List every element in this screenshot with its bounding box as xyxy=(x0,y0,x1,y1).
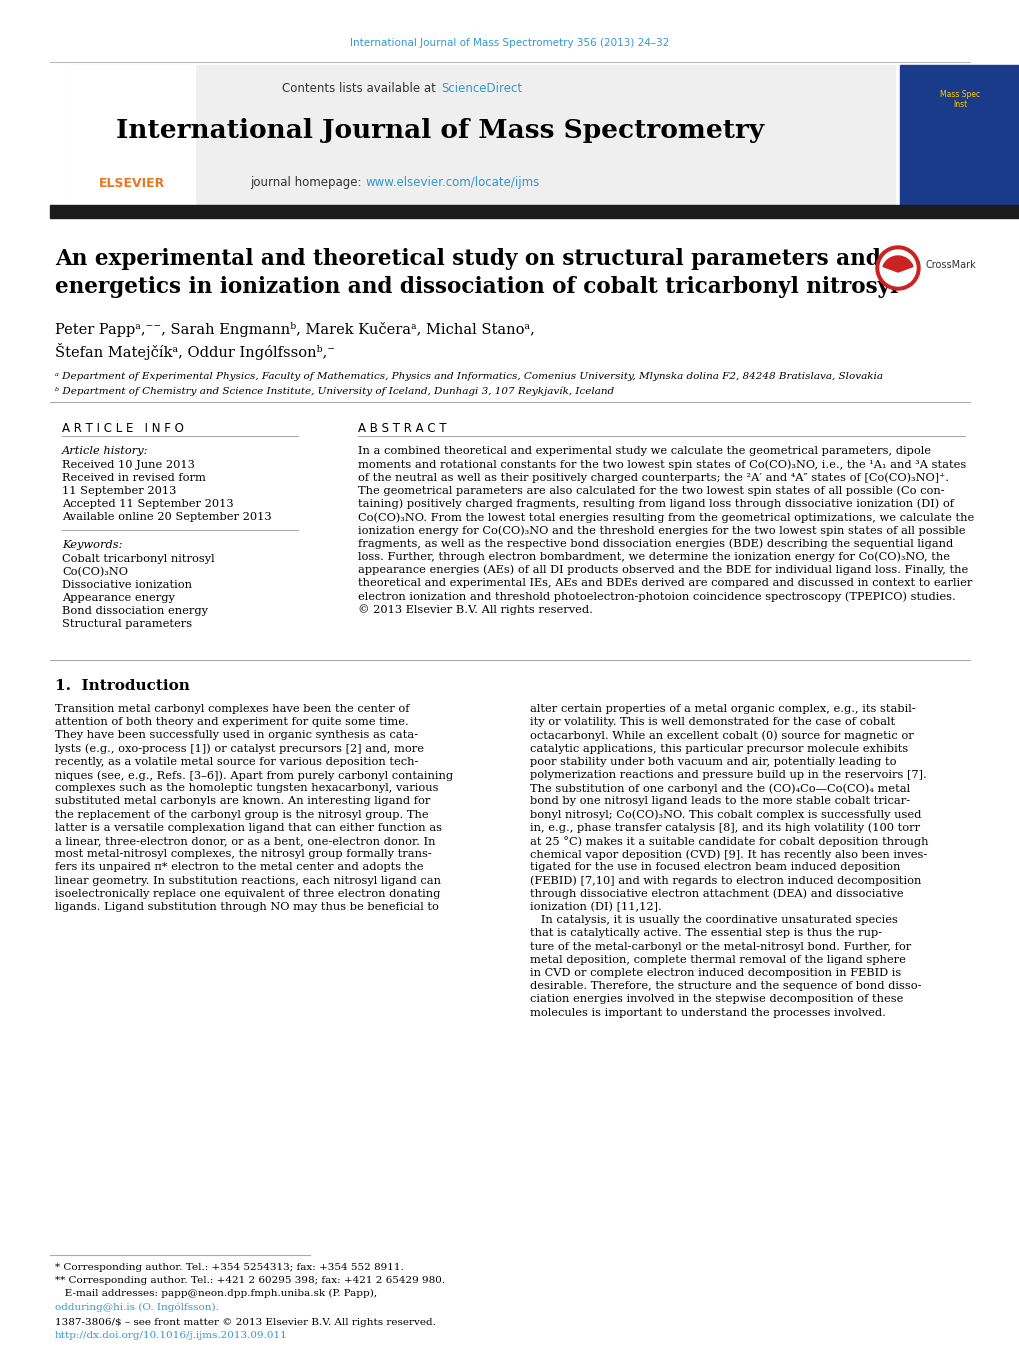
Text: at 25 °C) makes it a suitable candidate for cobalt deposition through: at 25 °C) makes it a suitable candidate … xyxy=(530,836,927,847)
Text: electron ionization and threshold photoelectron-photoion coincidence spectroscop: electron ionization and threshold photoe… xyxy=(358,592,955,601)
Text: Keywords:: Keywords: xyxy=(62,540,122,550)
Text: Accepted 11 September 2013: Accepted 11 September 2013 xyxy=(62,499,233,509)
Text: CrossMark: CrossMark xyxy=(925,259,976,270)
Text: Mass Spec
Inst: Mass Spec Inst xyxy=(940,91,979,109)
Text: molecules is important to understand the processes involved.: molecules is important to understand the… xyxy=(530,1008,886,1017)
Circle shape xyxy=(879,250,915,286)
Text: most metal-nitrosyl complexes, the nitrosyl group formally trans-: most metal-nitrosyl complexes, the nitro… xyxy=(55,850,431,859)
Text: that is catalytically active. The essential step is thus the rup-: that is catalytically active. The essent… xyxy=(530,928,881,939)
Text: * Corresponding author. Tel.: +354 5254313; fax: +354 552 8911.: * Corresponding author. Tel.: +354 52543… xyxy=(55,1263,404,1273)
Text: lysts (e.g., oxo-process [1]) or catalyst precursors [2] and, more: lysts (e.g., oxo-process [1]) or catalys… xyxy=(55,743,424,754)
Text: International Journal of Mass Spectrometry 356 (2013) 24–32: International Journal of Mass Spectromet… xyxy=(350,38,669,49)
Text: www.elsevier.com/locate/ijms: www.elsevier.com/locate/ijms xyxy=(366,176,540,189)
Text: fers its unpaired π* electron to the metal center and adopts the: fers its unpaired π* electron to the met… xyxy=(55,862,423,873)
Text: Co(CO)₃NO: Co(CO)₃NO xyxy=(62,567,127,577)
Text: odduring@hi.is (O. Ingólfsson).: odduring@hi.is (O. Ingólfsson). xyxy=(55,1302,219,1312)
Text: ligands. Ligand substitution through NO may thus be beneficial to: ligands. Ligand substitution through NO … xyxy=(55,902,438,912)
Text: octacarbonyl. While an excellent cobalt (0) source for magnetic or: octacarbonyl. While an excellent cobalt … xyxy=(530,731,913,740)
Text: appearance energies (AEs) of all DI products observed and the BDE for individual: appearance energies (AEs) of all DI prod… xyxy=(358,565,967,576)
Text: Received 10 June 2013: Received 10 June 2013 xyxy=(62,459,195,470)
Text: 1387-3806/$ – see front matter © 2013 Elsevier B.V. All rights reserved.: 1387-3806/$ – see front matter © 2013 El… xyxy=(55,1319,435,1327)
Text: of the neutral as well as their positively charged counterparts; the ²A′ and ⁴A″: of the neutral as well as their positive… xyxy=(358,473,948,482)
Text: journal homepage:: journal homepage: xyxy=(250,176,365,189)
Text: ScienceDirect: ScienceDirect xyxy=(440,82,522,95)
Text: A B S T R A C T: A B S T R A C T xyxy=(358,422,446,435)
Text: Structural parameters: Structural parameters xyxy=(62,619,192,630)
Text: bond by one nitrosyl ligand leads to the more stable cobalt tricar-: bond by one nitrosyl ligand leads to the… xyxy=(530,796,909,807)
Text: isoelectronically replace one equivalent of three electron donating: isoelectronically replace one equivalent… xyxy=(55,889,440,898)
Text: ity or volatility. This is well demonstrated for the case of cobalt: ity or volatility. This is well demonstr… xyxy=(530,717,895,727)
Text: Contents lists available at: Contents lists available at xyxy=(282,82,439,95)
Text: ᵇ Department of Chemistry and Science Institute, University of Iceland, Dunhagi : ᵇ Department of Chemistry and Science In… xyxy=(55,386,613,396)
Bar xyxy=(50,205,1019,218)
Text: E-mail addresses: papp@neon.dpp.fmph.uniba.sk (P. Papp),: E-mail addresses: papp@neon.dpp.fmph.uni… xyxy=(55,1289,377,1298)
Text: http://dx.doi.org/10.1016/j.ijms.2013.09.011: http://dx.doi.org/10.1016/j.ijms.2013.09… xyxy=(55,1331,287,1340)
Text: recently, as a volatile metal source for various deposition tech-: recently, as a volatile metal source for… xyxy=(55,757,418,767)
Text: moments and rotational constants for the two lowest spin states of Co(CO)₃NO, i.: moments and rotational constants for the… xyxy=(358,459,965,470)
Text: In catalysis, it is usually the coordinative unsaturated species: In catalysis, it is usually the coordina… xyxy=(530,915,897,925)
Text: ciation energies involved in the stepwise decomposition of these: ciation energies involved in the stepwis… xyxy=(530,994,903,1004)
Text: in CVD or complete electron induced decomposition in FEBID is: in CVD or complete electron induced deco… xyxy=(530,969,901,978)
Text: polymerization reactions and pressure build up in the reservoirs [7].: polymerization reactions and pressure bu… xyxy=(530,770,926,780)
Text: International Journal of Mass Spectrometry: International Journal of Mass Spectromet… xyxy=(116,118,763,143)
Text: A R T I C L E   I N F O: A R T I C L E I N F O xyxy=(62,422,183,435)
Text: in, e.g., phase transfer catalysis [8], and its high volatility (100 torr: in, e.g., phase transfer catalysis [8], … xyxy=(530,823,919,834)
Text: fragments, as well as the respective bond dissociation energies (BDE) describing: fragments, as well as the respective bon… xyxy=(358,539,953,549)
Text: The substitution of one carbonyl and the (CO)₄Co—Co(CO)₄ metal: The substitution of one carbonyl and the… xyxy=(530,784,909,794)
Text: Dissociative ionization: Dissociative ionization xyxy=(62,580,192,590)
Text: substituted metal carbonyls are known. An interesting ligand for: substituted metal carbonyls are known. A… xyxy=(55,796,430,807)
Bar xyxy=(70,65,195,205)
Text: niques (see, e.g., Refs. [3–6]). Apart from purely carbonyl containing: niques (see, e.g., Refs. [3–6]). Apart f… xyxy=(55,770,452,781)
Text: complexes such as the homoleptic tungsten hexacarbonyl, various: complexes such as the homoleptic tungste… xyxy=(55,784,438,793)
Text: energetics in ionization and dissociation of cobalt tricarbonyl nitrosyl: energetics in ionization and dissociatio… xyxy=(55,276,898,299)
Text: ELSEVIER: ELSEVIER xyxy=(99,177,165,190)
Text: a linear, three-electron donor, or as a bent, one-electron donor. In: a linear, three-electron donor, or as a … xyxy=(55,836,435,846)
Text: Received in revised form: Received in revised form xyxy=(62,473,206,484)
Text: 11 September 2013: 11 September 2013 xyxy=(62,486,176,496)
Text: ** Corresponding author. Tel.: +421 2 60295 398; fax: +421 2 65429 980.: ** Corresponding author. Tel.: +421 2 60… xyxy=(55,1275,444,1285)
Text: The geometrical parameters are also calculated for the two lowest spin states of: The geometrical parameters are also calc… xyxy=(358,485,944,496)
Text: catalytic applications, this particular precursor molecule exhibits: catalytic applications, this particular … xyxy=(530,743,907,754)
Text: ᵃ Department of Experimental Physics, Faculty of Mathematics, Physics and Inform: ᵃ Department of Experimental Physics, Fa… xyxy=(55,372,882,381)
Text: (FEBID) [7,10] and with regards to electron induced decomposition: (FEBID) [7,10] and with regards to elect… xyxy=(530,875,920,886)
Text: bonyl nitrosyl; Co(CO)₃NO. This cobalt complex is successfully used: bonyl nitrosyl; Co(CO)₃NO. This cobalt c… xyxy=(530,809,920,820)
Text: Štefan Matejčíkᵃ, Oddur Ingólfssonᵇ,⁻: Štefan Matejčíkᵃ, Oddur Ingólfssonᵇ,⁻ xyxy=(55,343,334,359)
Text: Co(CO)₃NO. From the lowest total energies resulting from the geometrical optimiz: Co(CO)₃NO. From the lowest total energie… xyxy=(358,512,973,523)
Text: Transition metal carbonyl complexes have been the center of: Transition metal carbonyl complexes have… xyxy=(55,704,409,713)
Text: Cobalt tricarbonyl nitrosyl: Cobalt tricarbonyl nitrosyl xyxy=(62,554,214,563)
Text: An experimental and theoretical study on structural parameters and: An experimental and theoretical study on… xyxy=(55,249,879,270)
Text: taining) positively charged fragments, resulting from ligand loss through dissoc: taining) positively charged fragments, r… xyxy=(358,499,953,509)
Text: Appearance energy: Appearance energy xyxy=(62,593,174,603)
Text: Peter Pappᵃ,⁻⁻, Sarah Engmannᵇ, Marek Kučeraᵃ, Michal Stanoᵃ,: Peter Pappᵃ,⁻⁻, Sarah Engmannᵇ, Marek Ku… xyxy=(55,322,534,336)
Text: the replacement of the carbonyl group is the nitrosyl group. The: the replacement of the carbonyl group is… xyxy=(55,809,428,820)
Text: © 2013 Elsevier B.V. All rights reserved.: © 2013 Elsevier B.V. All rights reserved… xyxy=(358,604,592,615)
Wedge shape xyxy=(882,255,912,272)
Text: chemical vapor deposition (CVD) [9]. It has recently also been inves-: chemical vapor deposition (CVD) [9]. It … xyxy=(530,850,926,859)
Text: loss. Further, through electron bombardment, we determine the ionization energy : loss. Further, through electron bombardm… xyxy=(358,551,949,562)
Text: poor stability under both vacuum and air, potentially leading to: poor stability under both vacuum and air… xyxy=(530,757,896,767)
Text: They have been successfully used in organic synthesis as cata-: They have been successfully used in orga… xyxy=(55,731,418,740)
Text: linear geometry. In substitution reactions, each nitrosyl ligand can: linear geometry. In substitution reactio… xyxy=(55,875,440,886)
Text: through dissociative electron attachment (DEA) and dissociative: through dissociative electron attachment… xyxy=(530,889,903,900)
Bar xyxy=(70,65,894,205)
Text: ture of the metal-carbonyl or the metal-nitrosyl bond. Further, for: ture of the metal-carbonyl or the metal-… xyxy=(530,942,910,951)
Text: Available online 20 September 2013: Available online 20 September 2013 xyxy=(62,512,271,521)
Text: attention of both theory and experiment for quite some time.: attention of both theory and experiment … xyxy=(55,717,409,727)
Text: desirable. Therefore, the structure and the sequence of bond disso-: desirable. Therefore, the structure and … xyxy=(530,981,920,992)
Text: latter is a versatile complexation ligand that can either function as: latter is a versatile complexation ligan… xyxy=(55,823,441,832)
Text: Article history:: Article history: xyxy=(62,446,149,457)
Text: 1.  Introduction: 1. Introduction xyxy=(55,680,190,693)
Text: alter certain properties of a metal organic complex, e.g., its stabil-: alter certain properties of a metal orga… xyxy=(530,704,915,713)
Text: tigated for the use in focused electron beam induced deposition: tigated for the use in focused electron … xyxy=(530,862,900,873)
Text: ionization (DI) [11,12].: ionization (DI) [11,12]. xyxy=(530,902,661,912)
Text: Bond dissociation energy: Bond dissociation energy xyxy=(62,607,208,616)
Text: theoretical and experimental IEs, AEs and BDEs derived are compared and discusse: theoretical and experimental IEs, AEs an… xyxy=(358,578,971,588)
Bar xyxy=(899,65,1019,205)
Text: In a combined theoretical and experimental study we calculate the geometrical pa: In a combined theoretical and experiment… xyxy=(358,446,930,457)
Text: metal deposition, complete thermal removal of the ligand sphere: metal deposition, complete thermal remov… xyxy=(530,955,905,965)
Text: ionization energy for Co(CO)₃NO and the threshold energies for the two lowest sp: ionization energy for Co(CO)₃NO and the … xyxy=(358,526,965,536)
Circle shape xyxy=(875,246,919,290)
